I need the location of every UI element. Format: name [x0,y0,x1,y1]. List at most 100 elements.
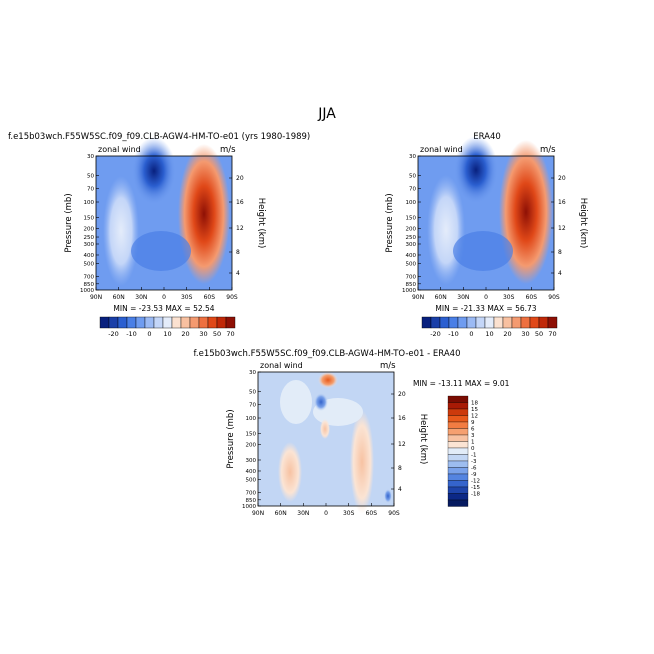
easterly-low [131,231,191,271]
colorbar-label: -6 [471,466,477,472]
colorbar-swatch [126,316,137,329]
colorbar-swatch [475,316,486,329]
panel-difference-title: f.e15b03wch.F55W5SC.f09_f09.CLB-AGW4-HM-… [194,349,461,359]
colorbar-swatch [180,316,191,329]
y-tick-right-label: 4 [236,270,240,277]
colorbar-swatch [447,434,469,442]
colorbar-label: 0 [147,330,151,338]
y-tick-label: 300 [406,242,417,248]
colorbar-swatch [99,316,110,329]
y-tick-right-label: 8 [398,465,402,472]
y-tick-right-label: 20 [236,175,244,182]
y-axis-label: Pressure (mb) [64,193,74,252]
y-tick-label: 30 [409,154,416,160]
field-background [258,372,394,506]
y-tick-label: 850 [246,498,257,504]
colorbar-label: 10 [485,330,493,338]
y-tick-right-label: 20 [558,175,566,182]
y-ticks-right: 20 16 12 8 4 [551,175,566,277]
colorbar-swatch [430,316,441,329]
y-tick-label: 100 [406,200,417,206]
y-tick-label: 50 [249,390,256,396]
colorbar-label: 6 [471,427,475,433]
y-axis-label-right: Height (km) [256,198,266,249]
colorbar-swatch [447,402,469,410]
y-tick-label: 850 [406,282,417,288]
colorbar-label: -15 [471,485,480,491]
y-tick-label: 1000 [80,288,94,294]
y-tick-label: 250 [84,235,95,241]
x-tick-label: 90N [252,510,264,517]
colorbar-swatch [447,499,469,507]
colorbar-label: 12 [471,414,478,420]
y-tick-label: 70 [409,186,416,192]
colorbar-label: 1 [471,440,475,446]
panel-obs-plot: 90N 60N 30N 0 30S 60S 90S 30 50 70 100 150 200 25030… [402,136,566,301]
x-tick-label: 30N [297,510,309,517]
colorbar-swatch [457,316,468,329]
y-tick-right-label: 8 [558,249,562,256]
easterly-low [453,231,513,271]
colorbar-label: 0 [471,446,475,452]
colorbar-label: 18 [471,401,478,407]
colorbar-swatch [144,316,155,329]
variable-label: zonal wind [98,145,141,154]
x-tick-label: 60N [113,294,125,301]
units-label: m/s [220,145,236,155]
panel-difference-plot: 90N 60N 30N 0 30S 60S 90S 30 50 70 100 150 200 300 40… [242,370,406,517]
colorbar-label: 30 [199,330,207,338]
colorbar-swatch [447,467,469,475]
colorbar-swatch [189,316,200,329]
colorbar-label: 70 [226,330,234,338]
colorbar: -20 -10 0 10 20 30 50 70 [99,316,236,338]
suptitle: JJA [317,106,336,122]
y-tick-label: 30 [249,370,256,376]
colorbar-label: -10 [126,330,137,338]
colorbar-label: 20 [503,330,511,338]
y-axis-label: Pressure (mb) [226,409,236,468]
y-tick-label: 150 [246,432,257,438]
colorbar-swatch [538,316,549,329]
x-tick-label: 60N [435,294,447,301]
x-tick-label: 90S [388,510,400,517]
colorbar-swatch [511,316,522,329]
y-tick-label: 30 [87,154,94,160]
min-max-label: MIN = -23.53 MAX = 52.54 [113,304,214,313]
colorbar-swatch [447,408,469,416]
colorbar-swatch [493,316,504,329]
westerly-jet-north [103,176,139,286]
x-tick-label: 0 [324,510,328,517]
x-tick-label: 30N [135,294,147,301]
colorbar-label: 30 [521,330,529,338]
colorbar-swatch [162,316,173,329]
panel-model: f.e15b03wch.F55W5SC.f09_f09.CLB-AGW4-HM-… [8,132,310,338]
colorbar-swatch [447,415,469,423]
x-tick-label: 90N [90,294,102,301]
y-tick-label: 200 [246,442,257,448]
x-tick-label: 90N [412,294,424,301]
y-tick-right-label: 12 [236,225,244,232]
colorbar-swatch [198,316,209,329]
y-ticks-right: 20 16 12 8 4 [229,175,244,277]
y-tick-label: 250 [406,235,417,241]
easterly-core [454,136,498,204]
colorbar-swatch [520,316,531,329]
colorbar-label: -20 [430,330,441,338]
colorbar-swatch [529,316,540,329]
y-tick-label: 400 [246,469,257,475]
colorbar-label: 70 [548,330,556,338]
colorbar-label: 15 [471,407,478,413]
y-tick-label: 70 [249,402,256,408]
x-tick-label: 0 [162,294,166,301]
colorbar-label: -9 [471,472,477,478]
y-tick-right-label: 8 [236,249,240,256]
y-tick-label: 150 [84,216,95,222]
y-tick-label: 1000 [402,288,416,294]
colorbar-swatch [216,316,227,329]
x-tick-label: 30S [503,294,515,301]
x-tick-label: 30S [343,510,355,517]
